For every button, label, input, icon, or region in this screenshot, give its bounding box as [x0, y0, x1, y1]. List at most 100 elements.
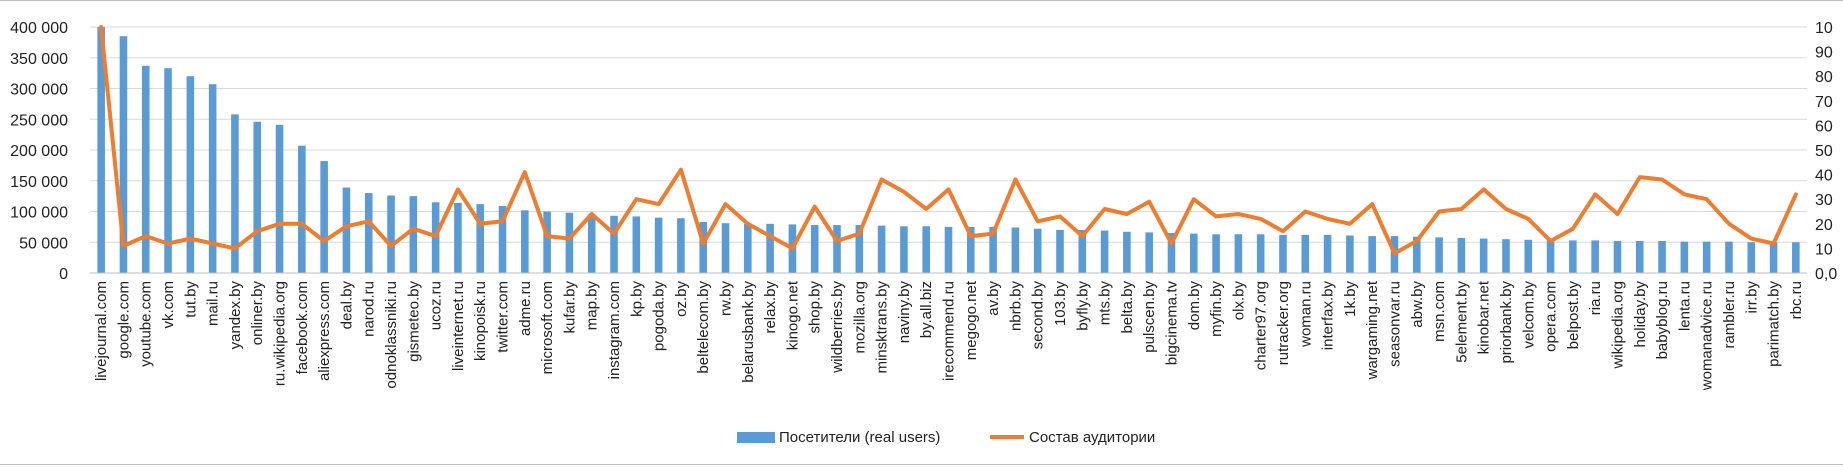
- category-label: 5element.by: [1453, 281, 1470, 363]
- bar: [1591, 240, 1599, 273]
- bar: [1792, 242, 1800, 273]
- category-label: megogo.net: [963, 280, 980, 360]
- bar: [454, 203, 462, 273]
- bar: [1725, 242, 1733, 273]
- category-label: rambler.ru: [1721, 281, 1738, 349]
- bar: [922, 226, 930, 273]
- bar: [722, 223, 730, 273]
- category-label: oz.by: [673, 281, 690, 317]
- bar: [1257, 234, 1265, 273]
- bar: [1435, 237, 1443, 273]
- category-label: mozilla.org: [851, 281, 868, 354]
- category-label: womanadvice.ru: [1699, 281, 1716, 391]
- category-label: bigcinema.tv: [1163, 281, 1180, 366]
- category-label: second.by: [1030, 281, 1047, 350]
- bar: [1123, 232, 1131, 273]
- bar: [655, 218, 663, 273]
- category-label: rutracker.org: [1275, 281, 1292, 365]
- bar: [1190, 234, 1198, 273]
- bar: [1502, 239, 1510, 273]
- category-label: velcom.by: [1520, 281, 1537, 349]
- bar: [633, 216, 641, 273]
- bar: [811, 225, 819, 273]
- bar: [1480, 239, 1488, 273]
- bar: [1569, 240, 1577, 273]
- bar: [744, 224, 752, 273]
- bar: [1346, 235, 1354, 273]
- right-tick-label: 40: [1815, 168, 1833, 185]
- bar: [1012, 227, 1020, 273]
- bar: [766, 224, 774, 273]
- category-label: wikipedia.org: [1609, 281, 1626, 370]
- category-label: relax.by: [762, 281, 779, 334]
- category-label: livejournal.com: [93, 281, 110, 381]
- category-label: mts.by: [1097, 281, 1114, 326]
- left-tick-label: 50 000: [19, 235, 68, 252]
- legend-label-bars: Посетители (real users): [779, 429, 940, 446]
- bar: [1101, 231, 1109, 273]
- right-tick-label: 30: [1815, 192, 1833, 209]
- category-label: onliner.by: [249, 281, 266, 346]
- category-label: mail.ru: [205, 281, 222, 326]
- bar: [566, 213, 574, 273]
- bar: [1212, 234, 1220, 273]
- legend-swatch-bars: [737, 432, 775, 443]
- right-tick-label: 70: [1815, 94, 1833, 111]
- category-label: interfax.by: [1320, 281, 1337, 351]
- bar: [387, 196, 395, 273]
- bar: [1368, 236, 1376, 273]
- right-tick-label: 0,0: [1815, 266, 1837, 283]
- category-label: wargaming.net: [1364, 280, 1381, 380]
- bar: [610, 216, 618, 273]
- bar: [1547, 240, 1555, 273]
- category-label: ru.wikipedia.org: [272, 281, 289, 386]
- right-tick-label: 50: [1815, 143, 1833, 160]
- category-label: holiday.by: [1632, 281, 1649, 348]
- line-series: [101, 27, 1796, 254]
- category-label: byfly.by: [1074, 281, 1091, 331]
- bar: [1703, 242, 1711, 273]
- category-label: deal.by: [338, 281, 355, 330]
- left-tick-label: 100 000: [10, 205, 68, 222]
- category-label: wildberries.by: [829, 281, 846, 374]
- category-label: 103.by: [1052, 281, 1069, 327]
- bar: [521, 210, 529, 273]
- category-label: kinobar.net: [1476, 280, 1493, 354]
- category-label: aliexpress.com: [316, 281, 333, 381]
- bar: [253, 122, 261, 273]
- left-tick-label: 0: [59, 266, 68, 283]
- category-label: irr.by: [1743, 281, 1760, 314]
- category-label: belpost.by: [1565, 281, 1582, 350]
- bar: [1747, 242, 1755, 273]
- bar: [142, 66, 150, 273]
- category-label: youtube.com: [138, 281, 155, 367]
- category-label: rbc.ru: [1788, 281, 1805, 319]
- bar: [1056, 230, 1064, 273]
- category-label: olx.by: [1230, 281, 1247, 321]
- category-label: kinopoisk.ru: [472, 281, 489, 361]
- bar: [677, 218, 685, 273]
- bar: [1681, 242, 1689, 273]
- left-tick-label: 250 000: [10, 112, 68, 129]
- left-tick-label: 300 000: [10, 82, 68, 99]
- bar: [878, 226, 886, 273]
- category-label: pulscen.by: [1141, 281, 1158, 353]
- category-label: naviny.by: [896, 281, 913, 344]
- category-label: opera.com: [1543, 281, 1560, 352]
- bar: [1034, 229, 1042, 273]
- category-label: parimatch.by: [1766, 281, 1783, 367]
- category-label: abw.by: [1409, 281, 1426, 328]
- left-tick-label: 400 000: [10, 20, 68, 37]
- bar: [276, 125, 284, 273]
- bar: [588, 215, 596, 273]
- category-label: ucoz.ru: [428, 281, 445, 330]
- left-tick-label: 200 000: [10, 143, 68, 160]
- bar: [1301, 235, 1309, 273]
- bar: [1458, 238, 1466, 273]
- category-label: beltelecom.by: [695, 281, 712, 374]
- category-label: priorbank.by: [1498, 281, 1515, 364]
- bar: [1658, 241, 1666, 273]
- category-label: belta.by: [1119, 281, 1136, 334]
